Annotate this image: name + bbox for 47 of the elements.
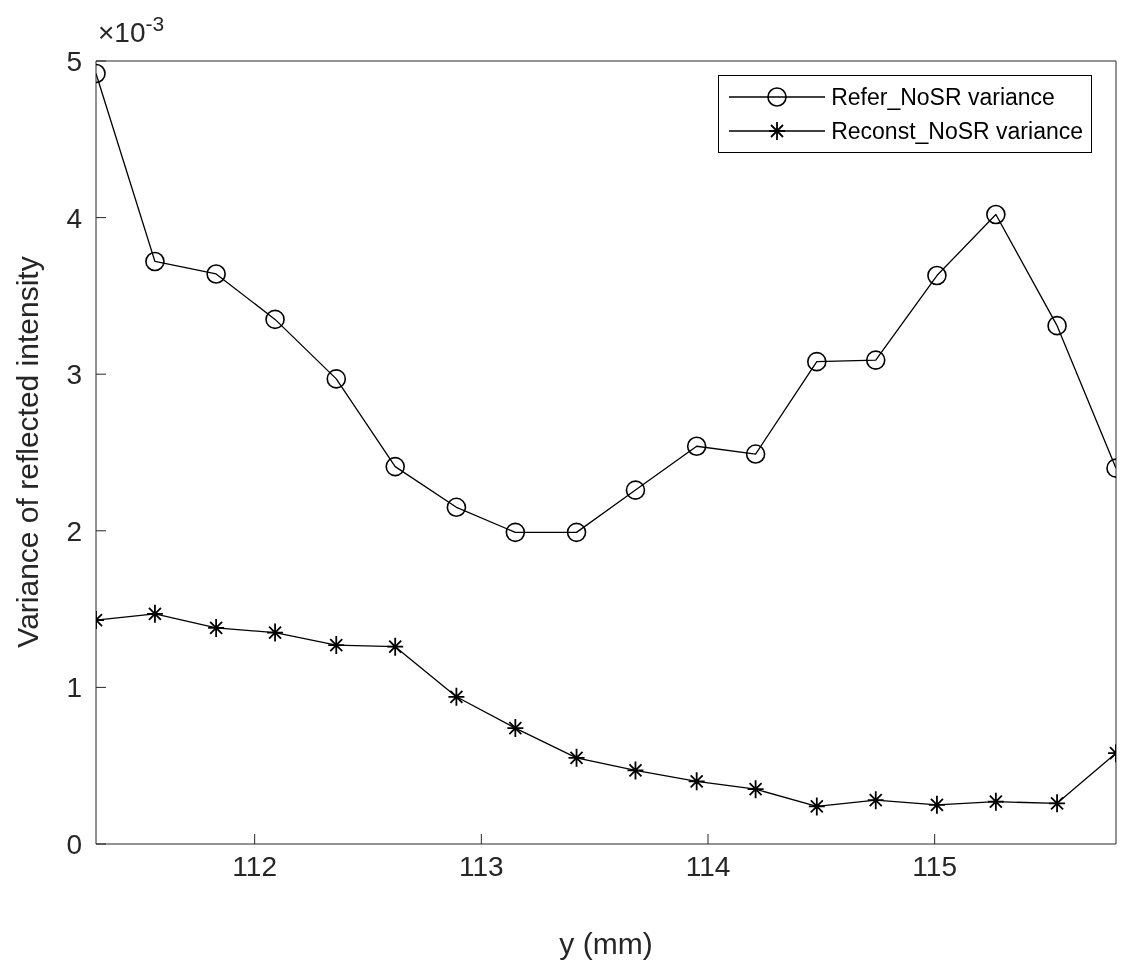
point (506, 718, 525, 739)
point (207, 617, 226, 638)
y-tick-label: 5 (66, 45, 82, 77)
text: ×10$^{-3}$ (98, 11, 165, 48)
x-tick-label: 112 (232, 850, 277, 882)
point (746, 779, 765, 800)
x-tick-label: 115 (912, 850, 957, 882)
x-axis-title: y (mm) (559, 927, 653, 960)
point (986, 791, 1005, 812)
y-tick-label: 2 (66, 515, 82, 547)
point (686, 436, 707, 457)
point (625, 480, 646, 500)
point (928, 794, 946, 815)
point (1047, 315, 1067, 336)
point (385, 456, 405, 477)
point (566, 522, 587, 543)
point (265, 309, 285, 330)
legend-label: Refer_NoSR variance (831, 83, 1055, 111)
point (927, 265, 947, 286)
y-tick-label: 1 (66, 672, 82, 704)
point (986, 204, 1006, 225)
y-axis-title: Variance of reflected intensity (10, 256, 44, 648)
x-tick-label: 113 (459, 850, 504, 882)
y-tick-label: 4 (66, 202, 82, 234)
point (505, 522, 526, 543)
point (807, 796, 826, 817)
point (446, 497, 467, 518)
point (266, 622, 284, 643)
point (745, 444, 766, 464)
y-tick-label: 0 (66, 828, 82, 860)
point (447, 686, 466, 707)
legend-label: Reconst_NoSR variance (831, 117, 1083, 145)
x-tick-label: 114 (685, 850, 731, 882)
point (626, 760, 645, 781)
point (1048, 793, 1066, 814)
point (146, 603, 164, 624)
point (327, 635, 346, 656)
point (567, 747, 586, 768)
point (866, 790, 885, 811)
point (687, 771, 706, 792)
point (145, 251, 165, 272)
point (386, 636, 405, 657)
point (206, 264, 226, 284)
point (807, 351, 827, 372)
point (865, 350, 886, 370)
point (326, 369, 347, 389)
y-tick-label: 3 (66, 359, 82, 391)
